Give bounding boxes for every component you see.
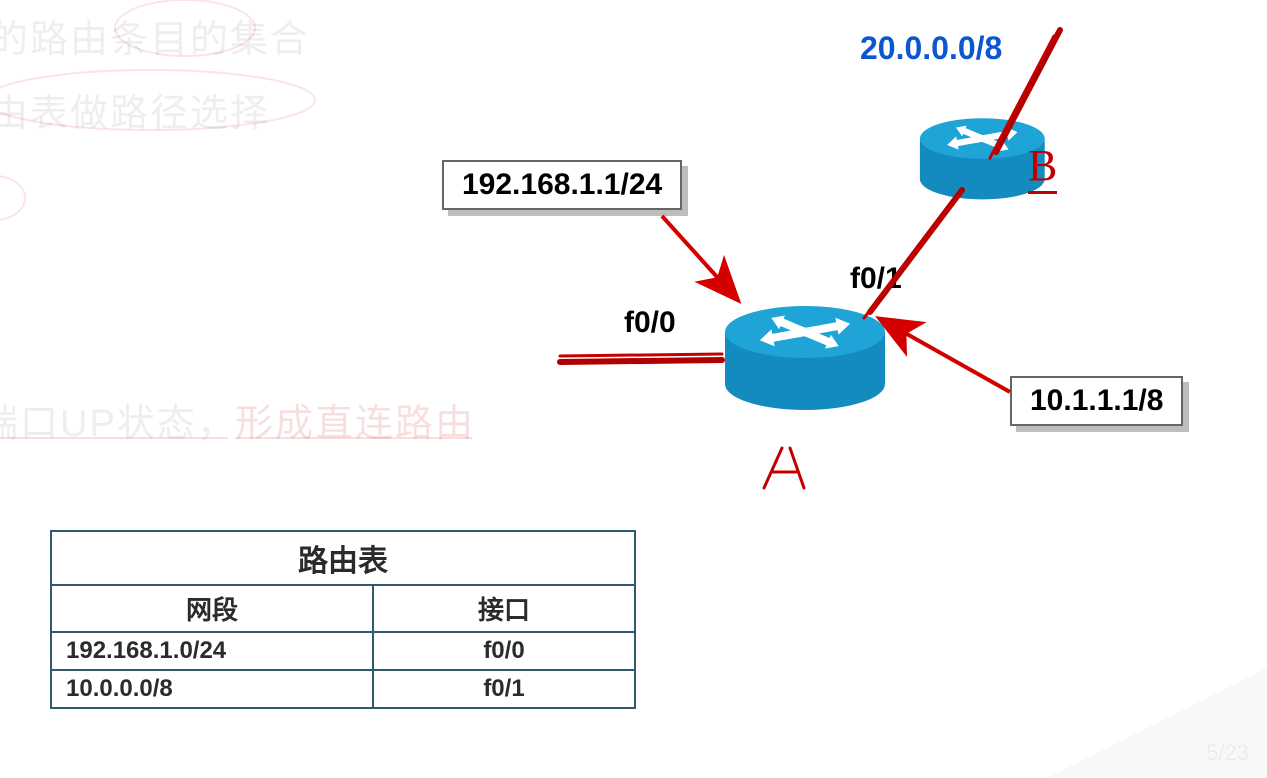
iface-label-f01: f0/1 bbox=[850, 262, 902, 296]
ip-box-right: 10.1.1.1/8 bbox=[1010, 376, 1183, 426]
ip-box-left: 192.168.1.1/24 bbox=[442, 160, 682, 210]
faded-text-3: 形成直连路由 bbox=[235, 392, 475, 447]
routing-table-cell: 10.0.0.0/8 bbox=[51, 670, 373, 708]
routing-table-title: 路由表 bbox=[51, 531, 635, 585]
routing-table-col-1: 接口 bbox=[373, 585, 635, 632]
iface-label-f00: f0/0 bbox=[624, 306, 676, 340]
faded-text-1: 由表做路径选择 bbox=[0, 82, 270, 137]
faded-text-2: 端口UP状态， bbox=[0, 392, 237, 447]
routing-table-cell: f0/0 bbox=[373, 632, 635, 670]
routing-table-cell: f0/1 bbox=[373, 670, 635, 708]
router-a bbox=[720, 298, 890, 418]
routing-table-cell: 192.168.1.0/24 bbox=[51, 632, 373, 670]
faded-text-0: 的路由条目的集合 bbox=[0, 8, 310, 63]
routing-table: 路由表 网段 接口 192.168.1.0/24 f0/0 10.0.0.0/8… bbox=[50, 530, 636, 709]
routing-table-col-0: 网段 bbox=[51, 585, 373, 632]
page-number: 5/23 bbox=[1206, 740, 1249, 766]
router-b-hand-label: B bbox=[1028, 140, 1057, 194]
network-label-top: 20.0.0.0/8 bbox=[860, 30, 1002, 67]
